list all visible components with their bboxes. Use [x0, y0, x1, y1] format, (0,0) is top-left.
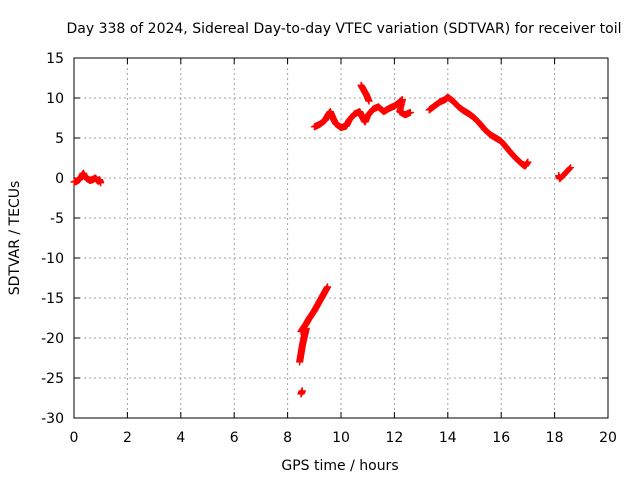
y-tick-label: -25 — [41, 371, 64, 387]
y-tick-labels: -30 -25 -20 -15 -10 -5 0 5 10 15 — [41, 51, 64, 427]
x-tick-label: 8 — [283, 430, 292, 446]
y-tick-label: 0 — [55, 171, 64, 187]
data-point — [524, 158, 532, 166]
data-points — [70, 81, 575, 398]
x-tick-label: 20 — [599, 430, 617, 446]
data-point — [406, 108, 414, 116]
x-tick-labels: 0 2 4 6 8 10 12 14 16 18 20 — [70, 430, 617, 446]
grid-lines — [74, 58, 608, 418]
data-point — [298, 387, 306, 395]
data-point — [567, 164, 575, 172]
x-tick-label: 0 — [70, 430, 79, 446]
y-tick-label: -15 — [41, 291, 64, 307]
x-tick-label: 10 — [332, 430, 350, 446]
chart-title: Day 338 of 2024, Sidereal Day-to-day VTE… — [66, 21, 621, 37]
data-point — [97, 179, 105, 187]
y-tick-label: 10 — [46, 91, 64, 107]
y-tick-label: -5 — [50, 211, 64, 227]
y-tick-label: -10 — [41, 251, 64, 267]
y-axis-label: SDTVAR / TECUs — [7, 181, 23, 296]
y-tick-label: 15 — [46, 51, 64, 67]
data-point — [566, 165, 574, 173]
y-tick-label: 5 — [55, 131, 64, 147]
x-tick-label: 16 — [492, 430, 510, 446]
x-tick-label: 12 — [385, 430, 403, 446]
x-tick-label: 4 — [176, 430, 185, 446]
data-point — [365, 97, 373, 105]
x-tick-label: 18 — [546, 430, 564, 446]
x-tick-label: 6 — [230, 430, 239, 446]
y-tick-label: -30 — [41, 411, 64, 427]
x-axis-label: GPS time / hours — [281, 458, 398, 474]
data-point — [324, 283, 332, 291]
x-tick-label: 14 — [439, 430, 457, 446]
x-tick-label: 2 — [123, 430, 132, 446]
y-tick-label: -20 — [41, 331, 64, 347]
